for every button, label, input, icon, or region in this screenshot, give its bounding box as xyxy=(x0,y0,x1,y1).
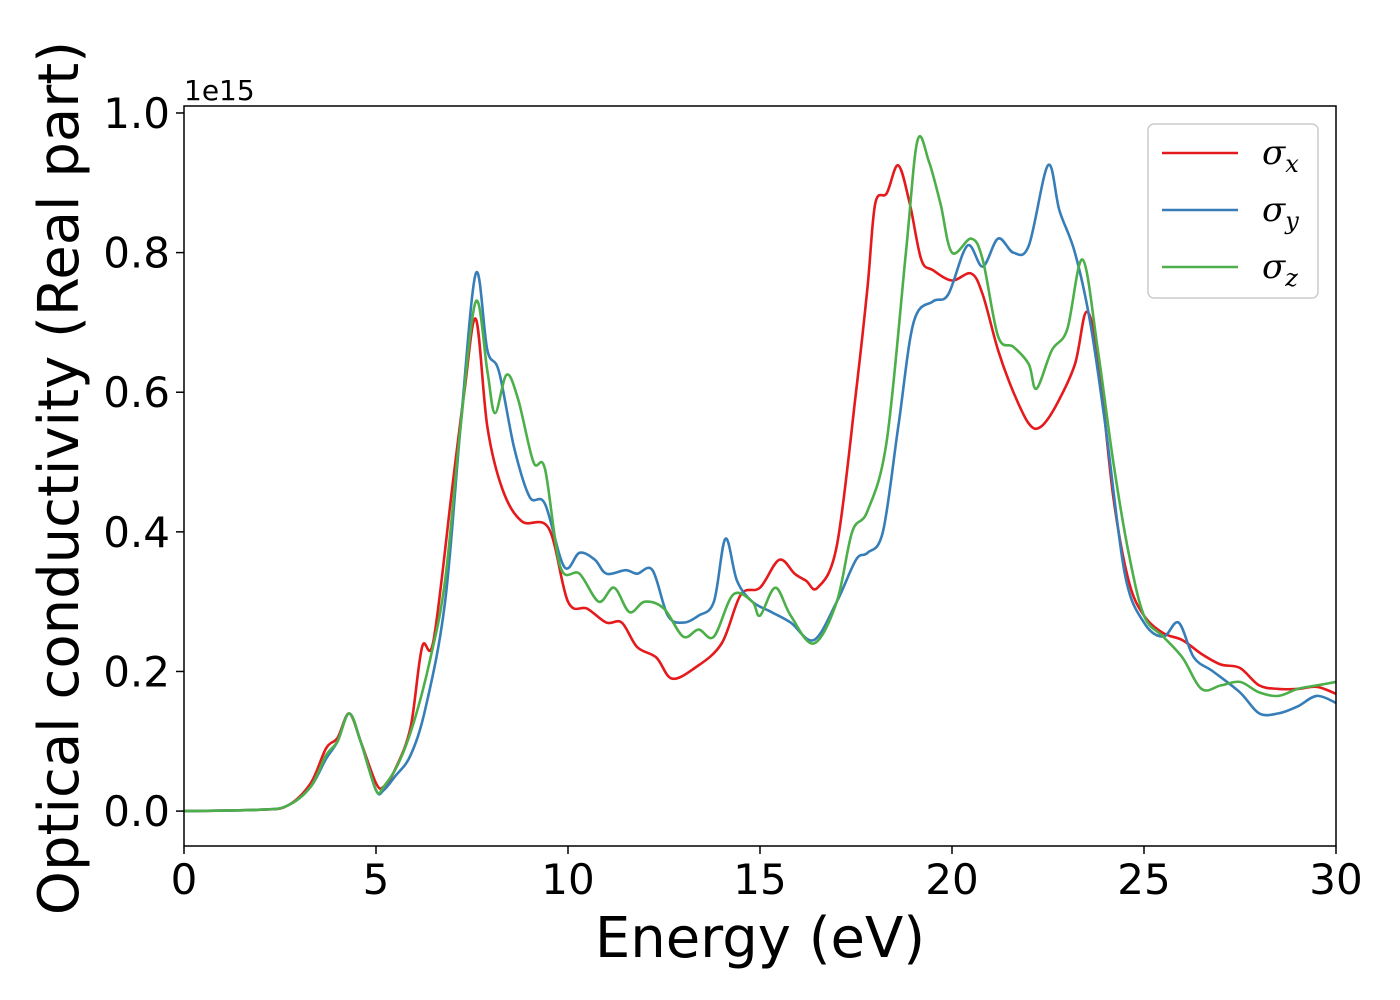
y-tick-label: 0.2 xyxy=(103,647,170,696)
series-line-z xyxy=(184,135,1336,813)
x-axis-label: Energy (eV) xyxy=(595,906,925,971)
x-tick-label: 0 xyxy=(171,855,198,904)
x-tick-label: 10 xyxy=(541,855,594,904)
series-line-y xyxy=(184,163,1336,813)
x-tick-label: 15 xyxy=(733,855,786,904)
x-tick-label: 5 xyxy=(363,855,390,904)
ticks-layer: 0 5 10 15 20 25 30 0.0 0.2 0.4 0.6 0.8 1.0 xyxy=(103,89,1363,904)
y-tick-label: 0.4 xyxy=(103,508,170,557)
x-tick-label: 25 xyxy=(1117,855,1170,904)
x-tick-label: 20 xyxy=(925,855,978,904)
y-offset-label: 1e15 xyxy=(184,74,255,107)
y-tick-label: 0.0 xyxy=(103,787,170,836)
y-tick-label: 1.0 xyxy=(103,89,170,138)
legend-label-x: σx xyxy=(1262,133,1299,178)
series-layer xyxy=(184,135,1336,813)
y-tick-label: 0.8 xyxy=(103,229,170,278)
y-axis-label: Optical conductivity (Real part) xyxy=(27,41,92,915)
y-tick-label: 0.6 xyxy=(103,368,170,417)
x-tick-label: 30 xyxy=(1309,855,1362,904)
